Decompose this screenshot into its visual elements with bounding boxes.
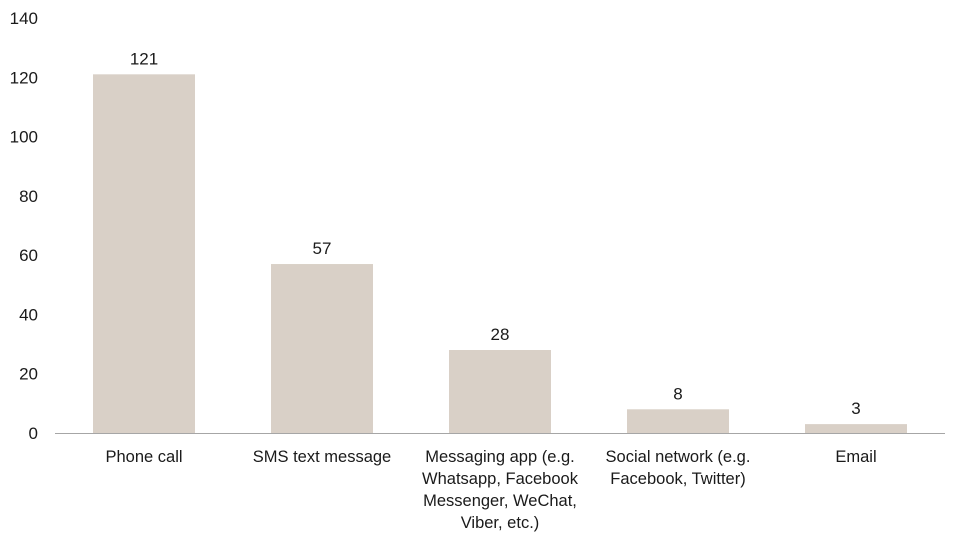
y-tick-label: 100	[10, 128, 38, 147]
x-category-label-line: SMS text message	[253, 448, 391, 466]
x-category-label: SMS text message	[253, 448, 391, 466]
y-tick-label: 140	[10, 9, 38, 28]
x-category-label-line: Phone call	[105, 448, 182, 466]
data-label: 57	[313, 239, 332, 258]
x-category-label-line: Social network (e.g.	[606, 448, 751, 466]
x-category-label: Email	[835, 448, 876, 466]
y-axis-ticks: 0 20 40 60 80 100 120 140	[10, 9, 38, 443]
data-label: 3	[851, 399, 860, 418]
x-category-label: Social network (e.g. Facebook, Twitter)	[606, 448, 751, 488]
y-tick-label: 0	[29, 424, 38, 443]
data-label: 8	[673, 384, 682, 403]
data-labels: 121 57 28 8 3	[130, 49, 861, 418]
y-tick-label: 120	[10, 68, 38, 87]
x-category-label-line: Email	[835, 448, 876, 466]
bars	[93, 74, 907, 434]
y-tick-label: 60	[19, 246, 38, 265]
y-tick-label: 20	[19, 365, 38, 384]
bar	[449, 350, 551, 433]
x-category-label: Messaging app (e.g. Whatsapp, Facebook Mes…	[422, 448, 579, 532]
bar	[93, 74, 195, 434]
bar	[271, 264, 373, 433]
data-label: 28	[491, 325, 510, 344]
data-label: 121	[130, 49, 158, 68]
bar	[805, 424, 907, 433]
x-category-label: Phone call	[105, 448, 182, 466]
x-category-label-line: Messaging app (e.g.	[425, 448, 575, 466]
y-tick-label: 40	[19, 305, 38, 324]
y-tick-label: 80	[19, 187, 38, 206]
x-category-label-line: Viber, etc.)	[461, 514, 540, 532]
x-category-label-line: Messenger, WeChat,	[423, 492, 577, 510]
bar	[627, 409, 729, 433]
x-axis-category-labels: Phone call SMS text message Messaging app …	[105, 448, 876, 532]
x-category-label-line: Whatsapp, Facebook	[422, 470, 579, 488]
x-category-label-line: Facebook, Twitter)	[610, 470, 745, 488]
